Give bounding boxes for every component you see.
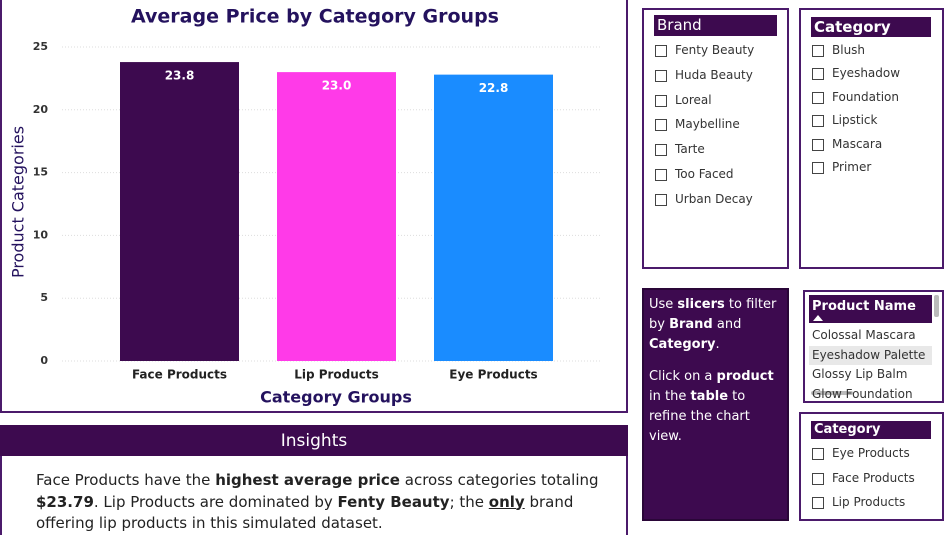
slicer-header: Category Groups: [811, 421, 931, 455]
y-tick-label: 15: [33, 166, 48, 179]
scrollbar[interactable]: [811, 391, 853, 395]
slicer-item[interactable]: Urban Decay: [675, 191, 753, 206]
text-run: ; the: [449, 492, 489, 511]
text-run: Face Products have the: [36, 471, 216, 489]
y-tick-label: 25: [33, 40, 48, 53]
text-run: Brand: [669, 317, 713, 332]
checkbox[interactable]: [655, 94, 667, 107]
y-axis-label: Product Categories: [9, 126, 28, 278]
text-run: .: [715, 337, 720, 352]
bar: [277, 72, 396, 362]
x-axis-label: Category Groups: [260, 388, 412, 407]
slicer-header: Brand: [654, 15, 777, 36]
checkbox[interactable]: [655, 45, 667, 57]
checkbox[interactable]: [812, 448, 824, 460]
checkbox[interactable]: [812, 162, 824, 174]
checkbox[interactable]: [812, 138, 824, 151]
bar: [120, 62, 239, 362]
table-header[interactable]: Product Name: [809, 295, 932, 323]
checkbox[interactable]: [812, 115, 824, 128]
checkbox[interactable]: [812, 472, 824, 485]
y-tick-label: 10: [33, 228, 49, 241]
checkbox[interactable]: [655, 144, 667, 157]
instructions-text: Use slicers to filter by Brand and Categ…: [649, 295, 781, 459]
insights-header: Insights: [0, 425, 628, 458]
chart-title: Average Price by Category Groups: [131, 6, 499, 28]
slicer-item[interactable]: Foundation: [832, 89, 899, 104]
x-tick-label: Eye Products: [449, 368, 537, 382]
table-row[interactable]: Colossal Mascara: [812, 328, 916, 342]
y-tick-label: 20: [33, 103, 49, 116]
checkbox[interactable]: [812, 45, 824, 57]
checkbox[interactable]: [812, 497, 824, 509]
slicer-item[interactable]: Fenty Beauty: [675, 43, 755, 57]
scrollbar[interactable]: [934, 295, 939, 317]
data-label: 23.0: [322, 79, 352, 93]
insights-body: Face Products have the highest average p…: [0, 456, 628, 535]
paragraph: Click on a product in the table to refin…: [649, 367, 781, 447]
text-run: only: [488, 492, 525, 511]
table-row[interactable]: Glossy Lip Balm: [812, 367, 908, 381]
slicer-item[interactable]: Huda Beauty: [675, 67, 753, 82]
slicer-header: Category: [811, 17, 931, 37]
slicer-item[interactable]: Too Faced: [675, 167, 734, 181]
table-row[interactable]: Eyeshadow Palette: [809, 345, 932, 365]
text-run: slicers: [677, 297, 725, 312]
y-tick-label: 0: [40, 354, 48, 367]
column-title: Product Name: [812, 299, 916, 314]
slicer-item[interactable]: Lipstick: [832, 113, 878, 128]
text-run: Category: [649, 337, 716, 352]
text-run: brand offering lip products in this simu…: [36, 492, 574, 533]
slicer-item[interactable]: Eyeshadow: [832, 66, 901, 81]
product-table[interactable]: Product Name Colossal Mascara Eyeshadow P…: [803, 290, 944, 403]
slicer-item[interactable]: Maybelline: [675, 117, 740, 132]
sort-arrow: [813, 315, 823, 321]
x-tick-label: Face Products: [132, 368, 227, 382]
data-label: 22.8: [479, 81, 509, 95]
data-label: 23.8: [165, 69, 195, 83]
chart: Average Price by Category Groups Categor…: [9, 6, 600, 407]
slicer-item[interactable]: Face Products: [832, 470, 915, 485]
text-run: in the: [649, 389, 691, 404]
checkbox[interactable]: [655, 119, 667, 132]
slicer-item[interactable]: Loreal: [675, 92, 712, 107]
slicer-item[interactable]: Primer: [832, 160, 872, 174]
instructions-panel: Use slicers to filter by Brand and Categ…: [642, 288, 789, 521]
slicer-item[interactable]: Lip Products: [832, 495, 906, 509]
checkbox[interactable]: [655, 169, 667, 181]
checkbox[interactable]: [655, 193, 667, 206]
text-run: across categories totaling: [400, 471, 599, 489]
table-row[interactable]: Glow Foundation: [812, 386, 913, 401]
text-run: highest average price: [215, 471, 400, 489]
chart-panel: Average Price by Category Groups Categor…: [0, 0, 628, 413]
text-run: Fenty Beauty: [337, 492, 450, 511]
category-slicer[interactable]: Category Blush Eyeshadow Foundation Lipstic…: [799, 8, 944, 269]
text-run: $23.79: [36, 492, 94, 511]
slicer-item[interactable]: Blush: [832, 43, 866, 57]
text-run: . Lip Products are dominated by: [93, 492, 338, 511]
checkbox[interactable]: [812, 68, 824, 81]
text-run: product: [716, 369, 774, 384]
text-run: Click on a: [649, 369, 717, 384]
slicer-item[interactable]: Mascara: [832, 136, 883, 151]
bar: [434, 74, 553, 361]
slicer-item[interactable]: Eye Products: [832, 446, 910, 460]
slicer-item[interactable]: Tarte: [675, 142, 705, 157]
text-run: to filter by: [649, 297, 777, 332]
insights-text: Face Products have the highest average p…: [36, 470, 626, 535]
checkbox[interactable]: [655, 69, 667, 82]
checkbox[interactable]: [812, 91, 824, 104]
text-run: Use: [649, 297, 678, 312]
x-tick-label: Lip Products: [294, 368, 379, 382]
text-run: to refine the chart view.: [649, 389, 750, 444]
y-tick-label: 5: [40, 291, 48, 304]
text-run: table: [690, 389, 729, 404]
category-groups-slicer[interactable]: Category Groups Eye Products Face Product…: [799, 412, 944, 521]
paragraph: Use slicers to filter by Brand and Categ…: [649, 295, 781, 355]
text-run: and: [712, 317, 742, 332]
brand-slicer[interactable]: Brand Fenty Beauty Huda Beauty Loreal Maybe…: [642, 8, 789, 269]
